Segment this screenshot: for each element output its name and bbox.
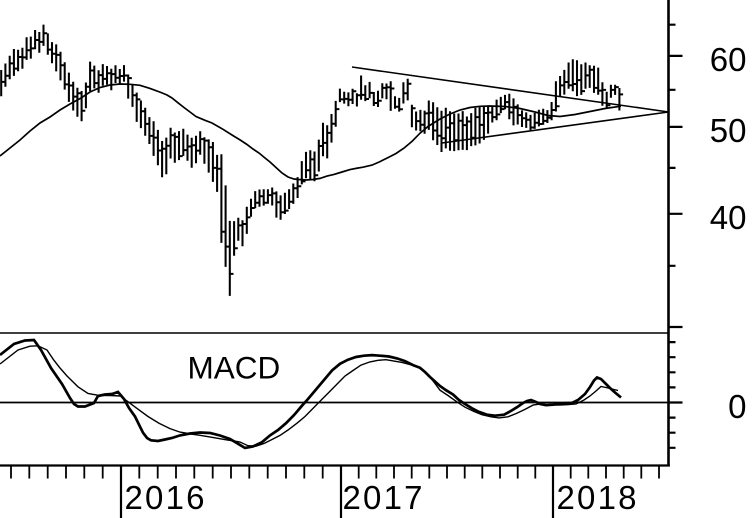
svg-text:2018: 2018 [557, 479, 639, 516]
svg-text:40: 40 [710, 199, 747, 236]
svg-text:2017: 2017 [343, 479, 425, 516]
svg-text:MACD: MACD [188, 350, 281, 386]
svg-text:0: 0 [728, 388, 746, 425]
svg-text:60: 60 [710, 41, 747, 78]
svg-text:50: 50 [710, 112, 747, 149]
svg-text:2016: 2016 [125, 479, 207, 516]
